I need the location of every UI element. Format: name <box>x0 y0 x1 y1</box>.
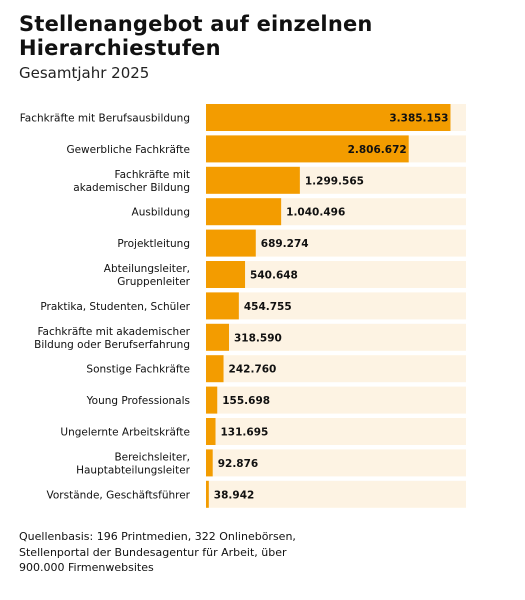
bar-track <box>206 418 466 445</box>
category-label-line: Gruppenleiter <box>117 276 190 288</box>
source-note: Quellenbasis: 196 Printmedien, 322 Onlin… <box>19 529 319 576</box>
category-label-line: Projektleitung <box>117 238 190 250</box>
category-label-line: Praktika, Studenten, Schüler <box>40 301 190 313</box>
bar-value-label: 38.942 <box>214 489 255 501</box>
bar-value-label: 1.040.496 <box>286 207 345 219</box>
category-label-line: Fachkräfte mit akademischer <box>37 326 190 338</box>
bar-track <box>206 480 466 508</box>
bar-value-label: 689.274 <box>261 238 309 250</box>
category-label: Ungelernte Arbeitskräfte <box>60 427 190 439</box>
category-label-line: Sonstige Fachkräfte <box>86 364 190 376</box>
bar-track <box>206 449 466 477</box>
bar-track <box>206 292 466 320</box>
bar <box>206 135 409 163</box>
category-label-line: Fachkräfte mit <box>115 169 190 181</box>
bar-track <box>206 386 466 414</box>
category-label-line: Ausbildung <box>132 207 190 219</box>
category-label-line: akademischer Bildung <box>73 182 190 194</box>
bar-value-label: 318.590 <box>234 332 282 344</box>
bar-value-label: 155.698 <box>222 395 270 407</box>
bar <box>206 198 282 226</box>
bar <box>206 261 246 288</box>
source-line: Stellenportal der Bundesagentur für Arbe… <box>19 545 287 559</box>
bar-value-label: 131.695 <box>221 427 269 439</box>
category-label: Sonstige Fachkräfte <box>86 364 190 376</box>
bar-value-label: 454.755 <box>244 301 292 313</box>
bar-value-label: 540.648 <box>250 270 298 282</box>
category-label: Young Professionals <box>86 395 190 407</box>
category-label: Vorstände, Geschäftsführer <box>47 489 191 501</box>
bar-value-label: 92.876 <box>218 458 259 470</box>
bar <box>206 480 209 508</box>
bar <box>206 418 216 445</box>
category-label-line: Abteilungsleiter, <box>104 263 190 275</box>
chart-title: Stellenangebot auf einzelnen Hierarchies… <box>19 12 373 60</box>
category-label: Projektleitung <box>117 238 190 250</box>
bar-value-label: 1.299.565 <box>305 175 364 187</box>
bar <box>206 323 230 351</box>
source-line: Quellenbasis: 196 Printmedien, 322 Onlin… <box>19 530 296 543</box>
bar <box>206 292 239 320</box>
category-label: Fachkräfte mit Berufsausbildung <box>20 113 190 125</box>
chart-subtitle: Gesamtjahr 2025 <box>19 64 150 82</box>
bar-value-label: 3.385.153 <box>389 113 448 125</box>
source-line: 900.000 Firmenwebsites <box>19 561 154 574</box>
bar-value-label: 2.806.672 <box>348 144 407 156</box>
category-label-line: Bereichsleiter, <box>114 451 190 463</box>
category-label-line: Young Professionals <box>86 395 190 407</box>
bar-value-label: 242.760 <box>229 364 277 376</box>
category-label-line: Bildung oder Berufserfahrung <box>34 339 190 351</box>
bar-track <box>206 323 466 351</box>
bar <box>206 355 224 383</box>
category-label-line: Gewerbliche Fachkräfte <box>66 144 190 156</box>
bar <box>206 229 256 257</box>
bar-chart: 3.385.153 Fachkräfte mit Berufsausbildung… <box>20 104 466 508</box>
category-label-line: Ungelernte Arbeitskräfte <box>60 427 190 439</box>
category-label: Bereichsleiter, Hauptabteilungsleiter <box>76 451 191 476</box>
category-label: Praktika, Studenten, Schüler <box>40 301 190 313</box>
category-label-line: Vorstände, Geschäftsführer <box>47 489 191 501</box>
category-label: Ausbildung <box>132 207 190 219</box>
category-label: Gewerbliche Fachkräfte <box>66 144 190 156</box>
bar <box>206 166 300 194</box>
category-label: Fachkräfte mit akademischer Bildung <box>73 169 190 194</box>
bar-track <box>206 261 466 288</box>
category-label: Abteilungsleiter, Gruppenleiter <box>104 263 191 288</box>
bar <box>206 449 213 477</box>
category-label-line: Hauptabteilungsleiter <box>76 464 191 476</box>
bar <box>206 104 451 131</box>
category-label-line: Fachkräfte mit Berufsausbildung <box>20 113 190 125</box>
bar-track <box>206 355 466 383</box>
bar <box>206 386 218 414</box>
category-label: Fachkräfte mit akademischer Bildung oder … <box>34 326 191 351</box>
